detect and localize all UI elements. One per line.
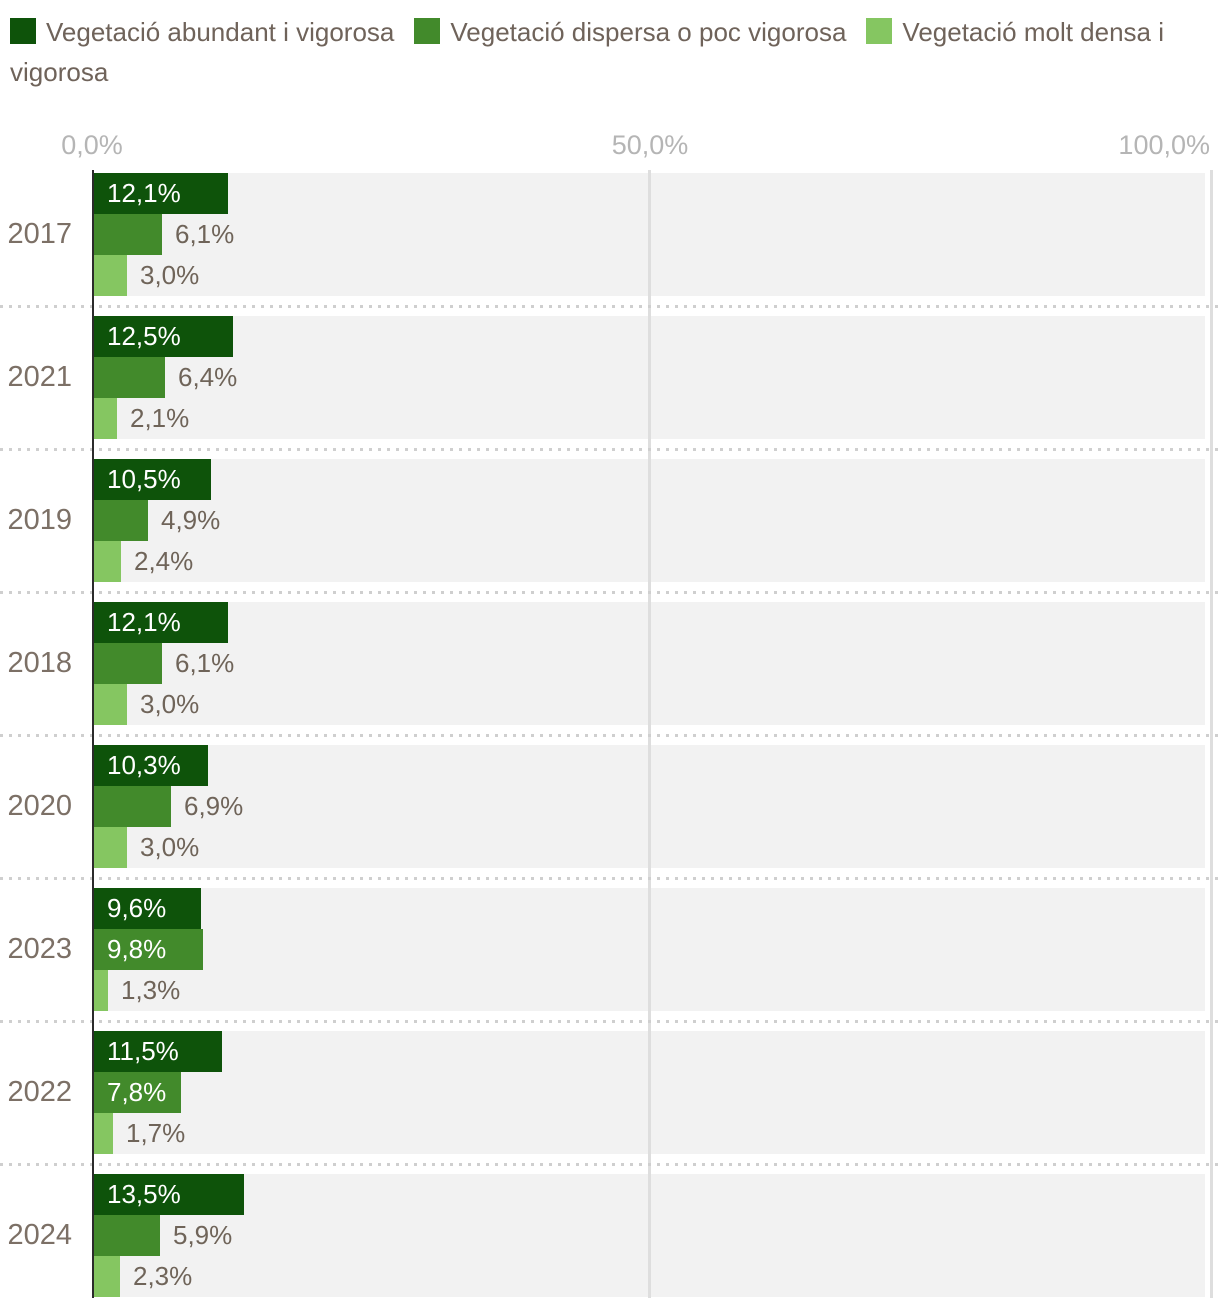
bar bbox=[94, 888, 201, 929]
bar-value-label: 2,1% bbox=[130, 403, 190, 433]
bar bbox=[94, 684, 127, 725]
bar bbox=[94, 255, 127, 296]
bar-value-label: 3,0% bbox=[140, 260, 200, 290]
bar bbox=[94, 357, 165, 398]
y-axis-line bbox=[92, 170, 94, 1298]
bar-value-label: 5,9% bbox=[173, 1220, 233, 1250]
category-label: 2024 bbox=[7, 1219, 72, 1251]
row-separator bbox=[0, 1163, 1220, 1166]
bar-value-label: 10,5% bbox=[107, 464, 181, 494]
bar bbox=[94, 1256, 120, 1297]
bar-value-label: 7,8% bbox=[107, 1077, 167, 1107]
bar bbox=[94, 173, 228, 214]
bar-value-label: 12,1% bbox=[107, 178, 181, 208]
bar bbox=[94, 1174, 244, 1215]
bar-value-label: 3,0% bbox=[140, 689, 200, 719]
bar bbox=[94, 929, 203, 970]
bar-value-label: 6,4% bbox=[178, 362, 238, 392]
bar bbox=[94, 745, 208, 786]
bar bbox=[94, 1031, 222, 1072]
row-separator bbox=[0, 1020, 1220, 1023]
legend-swatch-icon bbox=[866, 18, 893, 44]
bar-value-label: 4,9% bbox=[161, 505, 221, 535]
x-axis-tick-label: 0,0% bbox=[61, 130, 123, 160]
legend-swatch-icon bbox=[10, 18, 36, 44]
row-separator bbox=[0, 305, 1220, 308]
bar bbox=[94, 500, 148, 541]
bar-value-label: 3,0% bbox=[140, 832, 200, 862]
legend-item-label: Vegetació abundant i vigorosa bbox=[46, 17, 395, 47]
bar-value-label: 2,3% bbox=[133, 1261, 193, 1291]
bar-value-label: 6,1% bbox=[175, 648, 235, 678]
bar bbox=[94, 602, 228, 643]
bar-value-label: 1,3% bbox=[121, 975, 181, 1005]
bar-value-label: 12,5% bbox=[107, 321, 181, 351]
legend-swatch-icon bbox=[414, 18, 441, 44]
bar-value-label: 9,8% bbox=[107, 934, 167, 964]
bar bbox=[94, 786, 171, 827]
bar-value-label: 10,3% bbox=[107, 750, 181, 780]
bar-value-label: 6,9% bbox=[184, 791, 244, 821]
legend-item-label: Vegetació dispersa o poc vigorosa bbox=[450, 17, 847, 47]
row-separator bbox=[0, 448, 1220, 451]
category-label: 2023 bbox=[7, 933, 72, 965]
row-separator bbox=[0, 734, 1220, 737]
bar bbox=[94, 970, 108, 1011]
plot-area: 2017 12,1% 6,1% 3,0% 2021 12,5% 6,4% 2,1% 2019 10… bbox=[0, 170, 1220, 1298]
bar bbox=[94, 1072, 181, 1113]
legend-item: Vegetació abundant i vigorosa bbox=[10, 17, 394, 47]
bar-value-label: 6,1% bbox=[175, 219, 235, 249]
bar bbox=[94, 398, 117, 439]
bar bbox=[94, 214, 162, 255]
bar-value-label: 1,7% bbox=[126, 1118, 186, 1148]
row-separator bbox=[0, 877, 1220, 880]
category-label: 2018 bbox=[7, 647, 72, 679]
bar-value-label: 13,5% bbox=[107, 1179, 181, 1209]
row-separator bbox=[0, 591, 1220, 594]
legend-item-label: Vegetació molt densa i vigorosa bbox=[10, 17, 1165, 87]
bar bbox=[94, 827, 127, 868]
category-label: 2019 bbox=[7, 504, 72, 536]
bar bbox=[94, 459, 211, 500]
category-label: 2021 bbox=[7, 361, 72, 393]
legend-item: Vegetació molt densa i vigorosa bbox=[10, 17, 1164, 87]
category-label: 2020 bbox=[7, 790, 72, 822]
x-axis-tick-label: 50,0% bbox=[611, 130, 689, 160]
bar bbox=[94, 643, 162, 684]
x-axis-tick-label: 100,0% bbox=[1118, 130, 1210, 160]
bar bbox=[94, 1215, 160, 1256]
category-label: 2022 bbox=[7, 1076, 72, 1108]
bar-value-label: 11,5% bbox=[107, 1036, 179, 1066]
legend: Vegetació abundant i vigorosa Vegetació d… bbox=[0, 0, 1220, 92]
bar bbox=[94, 316, 233, 357]
category-label: 2017 bbox=[7, 218, 72, 250]
bar bbox=[94, 1113, 113, 1154]
bar-value-label: 12,1% bbox=[107, 607, 181, 637]
bar bbox=[94, 541, 121, 582]
bar-value-label: 9,6% bbox=[107, 893, 167, 923]
bar-value-label: 2,4% bbox=[134, 546, 194, 576]
legend-item: Vegetació dispersa o poc vigorosa bbox=[414, 17, 846, 47]
